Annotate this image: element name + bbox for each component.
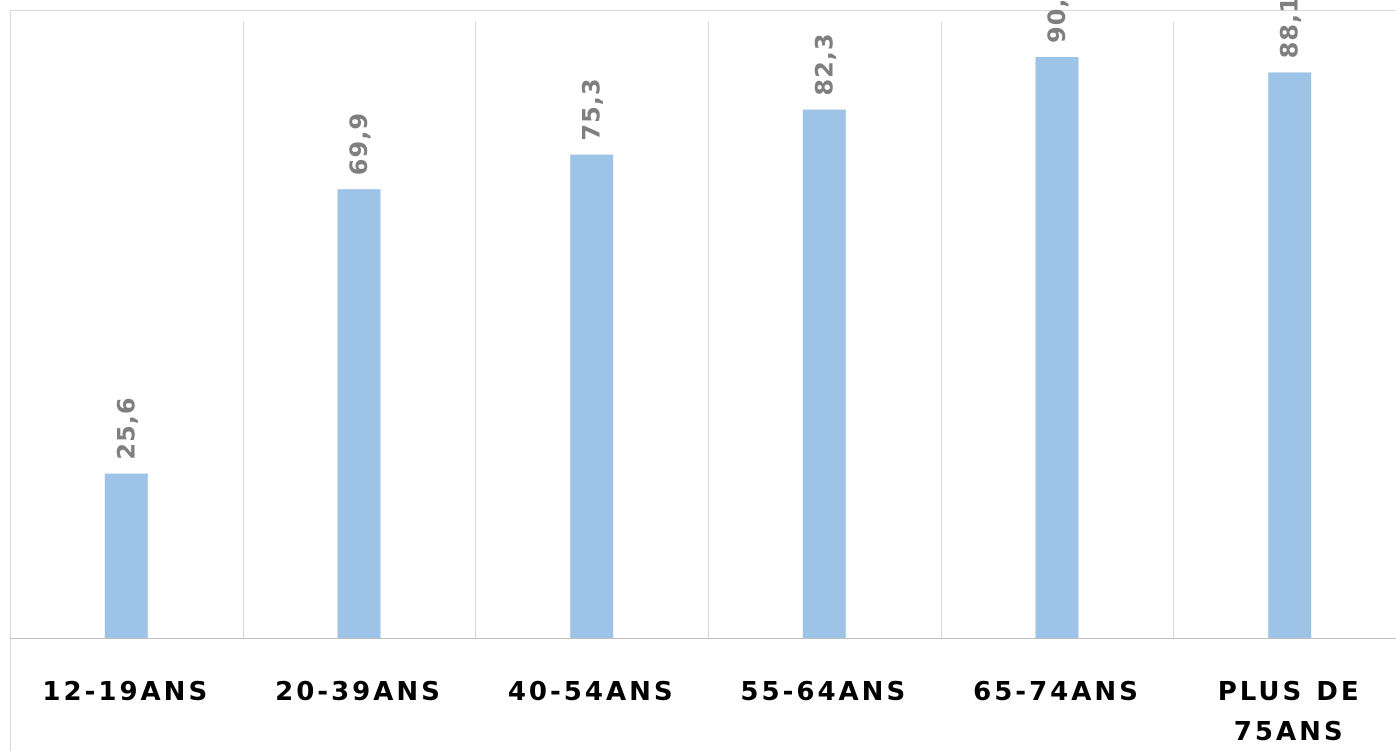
- category-label: PLUS DE: [1218, 677, 1362, 707]
- data-label: 25,6: [112, 396, 140, 459]
- data-labels: 25,6 69,9 75,3 82,3 90,5 88,1: [112, 0, 1303, 460]
- category-label: 12-19ANS: [42, 677, 210, 707]
- data-label: 88,1: [1276, 0, 1304, 58]
- category-separators: [243, 22, 1174, 638]
- category-label: 65-74ANS: [973, 677, 1141, 707]
- bar: [570, 154, 614, 638]
- data-label: 75,3: [578, 77, 606, 140]
- data-label: 90,5: [1043, 0, 1071, 43]
- plot-border: [10, 10, 1396, 751]
- category-label: 40-54ANS: [508, 677, 676, 707]
- data-label: 82,3: [810, 32, 838, 95]
- bar: [104, 473, 148, 638]
- bar: [337, 189, 381, 638]
- bar: [802, 109, 846, 639]
- bar: [1268, 72, 1312, 638]
- bar: [1035, 57, 1079, 638]
- category-label: 55-64ANS: [740, 677, 908, 707]
- category-label: 20-39ANS: [275, 677, 443, 707]
- data-label: 69,9: [345, 112, 373, 175]
- bar-series: [104, 57, 1312, 639]
- category-axis-labels: 12-19ANS 20-39ANS 40-54ANS 55-64ANS 65-74ANS…: [42, 677, 1362, 747]
- category-label: 75ANS: [1234, 717, 1346, 747]
